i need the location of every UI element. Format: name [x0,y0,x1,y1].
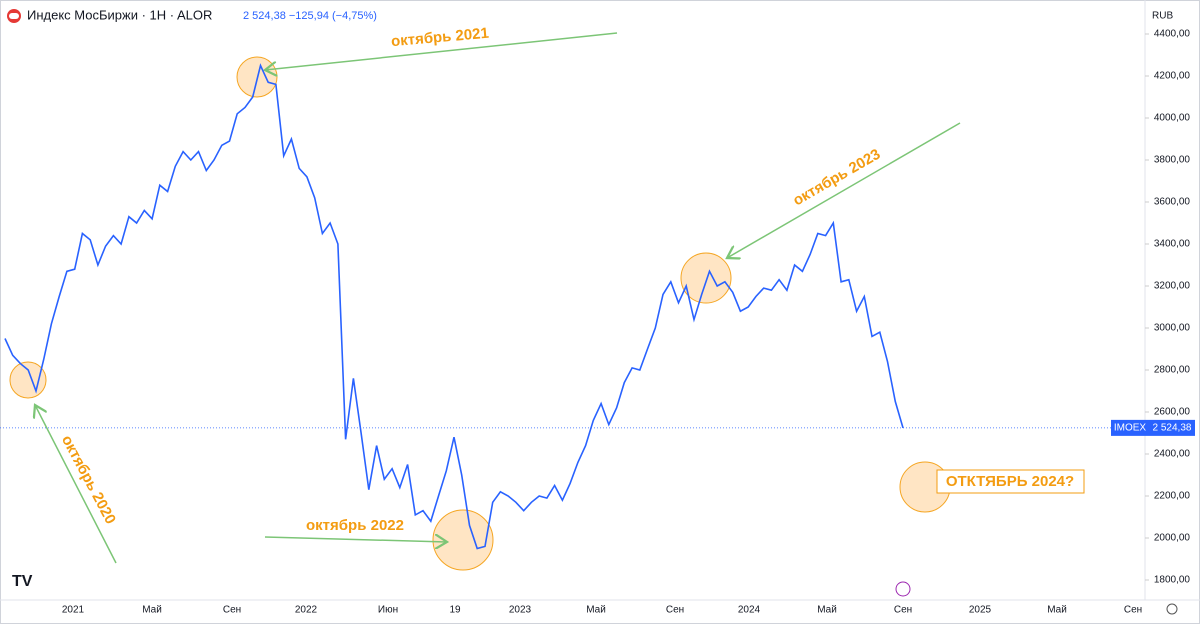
x-tick-label: 19 [449,605,461,616]
x-tick-label: 2023 [509,605,532,616]
y-tick-label: 2200,00 [1154,491,1191,502]
arrow [727,122,961,258]
x-tick-label: 2021 [62,605,85,616]
x-tick-label: 2024 [738,605,761,616]
highlights [9,56,951,571]
annotation: ОТКТЯБРЬ 2024? [946,473,1074,490]
chart-title: Индекс МосБиржи · 1H · ALOR [27,7,212,22]
x-tick-label: Май [817,605,837,616]
arrow [35,405,117,564]
x-tick-label: 2025 [969,605,992,616]
legend-entry: IMOEX [1114,423,1147,434]
x-tick-label: Май [1047,605,1067,616]
symbol-icon [9,13,19,19]
y-tick-label: 3800,00 [1154,155,1191,166]
y-tick-label: 2800,00 [1154,365,1191,376]
y-tick-label: 4000,00 [1154,113,1191,124]
x-tick-label: Июн [378,605,398,616]
arrows [35,32,961,564]
y-tick-label: 4400,00 [1154,29,1191,40]
y-tick-label: 3600,00 [1154,197,1191,208]
x-tick-label: Сен [1124,605,1142,616]
event-icon[interactable] [895,581,911,597]
y-tick-label: 2400,00 [1154,449,1191,460]
highlight-circle [680,252,732,304]
annotation: октябрь 2022 [306,517,404,534]
y-tick-label: 4200,00 [1154,71,1191,82]
arrow [265,32,618,70]
x-tick-label: Сен [223,605,241,616]
highlight-circle [9,361,47,399]
annotation-box [936,469,1085,494]
y-tick-label: 2000,00 [1154,533,1191,544]
x-tick-label: Сен [894,605,912,616]
x-tick-label: Май [142,605,162,616]
price-line [4,63,904,550]
logo: TV [12,573,33,590]
y-tick-label: 3000,00 [1154,323,1191,334]
y-tick-label: 1800,00 [1154,575,1191,586]
legend-tag [1111,419,1149,436]
highlight-circle [432,509,494,571]
quote: 2 524,38 −125,94 (−4,75%) [243,10,377,22]
y-tick-label: 2600,00 [1154,407,1191,418]
price-tag [1149,419,1195,436]
price-tag-label: 2 524,38 [1153,423,1192,434]
settings-icon[interactable] [1166,603,1178,615]
x-tick-label: 2022 [295,605,318,616]
x-tick-label: Май [586,605,606,616]
y-tick-label: 3400,00 [1154,239,1191,250]
currency: RUB [1152,11,1173,22]
x-tick-label: Сен [666,605,684,616]
arrow [264,537,447,542]
y-tick-label: 3200,00 [1154,281,1191,292]
